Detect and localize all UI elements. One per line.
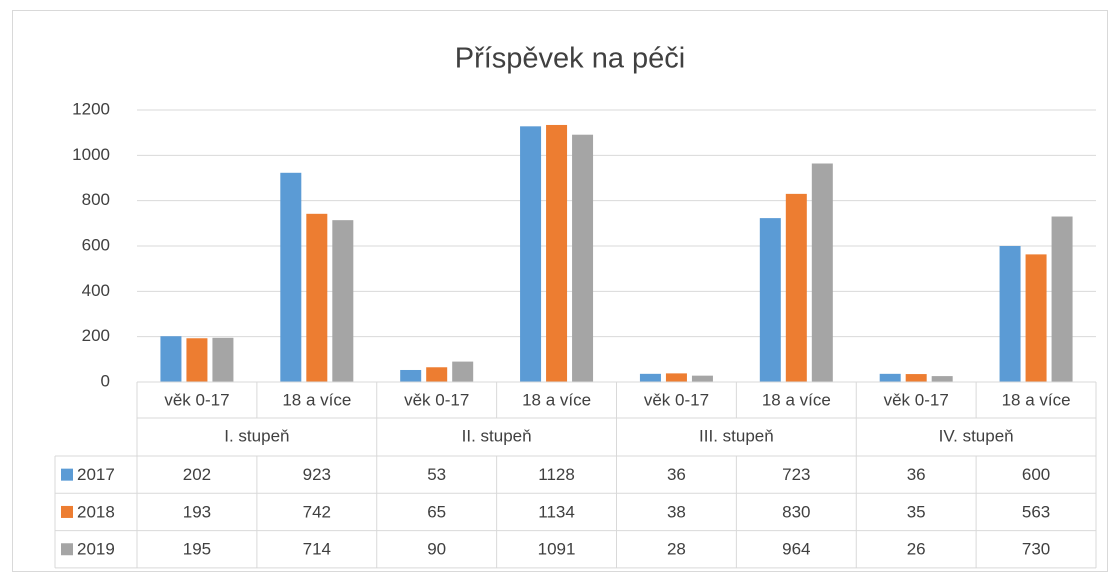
y-tick-label: 800 xyxy=(82,190,110,209)
bar xyxy=(520,126,542,382)
x-tick-label: věk 0-17 xyxy=(164,390,229,409)
bar xyxy=(306,213,328,382)
table-cell: 65 xyxy=(427,502,446,521)
table-cell: 26 xyxy=(907,540,926,559)
x-tick-label: věk 0-17 xyxy=(404,390,469,409)
table-cell: 714 xyxy=(303,540,331,559)
bar xyxy=(879,373,901,382)
table-cell: 193 xyxy=(183,502,211,521)
table-cell: 38 xyxy=(667,502,686,521)
table-cell: 202 xyxy=(183,465,211,484)
bar xyxy=(332,220,354,382)
y-tick-label: 1200 xyxy=(72,99,110,118)
x-tick-label: věk 0-17 xyxy=(644,390,709,409)
bar xyxy=(785,193,807,382)
bar xyxy=(546,124,568,383)
table-cell: 28 xyxy=(667,540,686,559)
y-tick-label: 200 xyxy=(82,326,110,345)
bar xyxy=(691,375,713,382)
legend-label: 2019 xyxy=(77,540,115,559)
y-tick-label: 0 xyxy=(101,371,110,390)
bar xyxy=(426,367,448,382)
table-cell: 730 xyxy=(1022,540,1050,559)
group-label: II. stupeň xyxy=(462,426,532,445)
table-cell: 1128 xyxy=(538,465,575,484)
x-tick-label: 18 a více xyxy=(522,390,591,409)
bar xyxy=(280,172,302,382)
group-label: III. stupeň xyxy=(699,426,774,445)
table-cell: 90 xyxy=(427,540,446,559)
bar xyxy=(905,374,927,382)
table-cell: 1091 xyxy=(538,540,576,559)
legend-key xyxy=(61,505,73,518)
table-cell: 35 xyxy=(907,502,926,521)
table-cell: 600 xyxy=(1022,465,1050,484)
bar xyxy=(186,338,208,382)
y-tick-label: 400 xyxy=(82,281,110,300)
legend-label: 2018 xyxy=(77,502,115,521)
table-cell: 723 xyxy=(782,465,810,484)
group-label: IV. stupeň xyxy=(939,426,1014,445)
bar xyxy=(572,134,594,382)
y-tick-label: 1000 xyxy=(72,145,110,164)
table-cell: 195 xyxy=(183,540,211,559)
x-tick-label: 18 a více xyxy=(1002,390,1071,409)
x-tick-label: věk 0-17 xyxy=(884,390,949,409)
group-label: I. stupeň xyxy=(224,426,289,445)
bar xyxy=(999,246,1021,382)
legend-key xyxy=(61,543,73,556)
chart-title: Příspěvek na péči xyxy=(455,43,686,75)
table-cell: 964 xyxy=(782,540,810,559)
bar xyxy=(1025,254,1047,382)
bar xyxy=(400,369,422,382)
table-cell: 742 xyxy=(303,502,331,521)
table-cell: 36 xyxy=(667,465,686,484)
x-tick-label: 18 a více xyxy=(762,390,831,409)
x-tick-label: 18 a více xyxy=(282,390,351,409)
table-cell: 830 xyxy=(782,502,810,521)
bar xyxy=(931,376,953,382)
legend-key xyxy=(61,468,73,481)
bar xyxy=(639,373,661,382)
table-cell: 1134 xyxy=(538,502,575,521)
bar xyxy=(1051,216,1073,382)
bar xyxy=(160,336,182,382)
table-cell: 53 xyxy=(427,465,446,484)
bar xyxy=(665,373,687,382)
y-tick-label: 600 xyxy=(82,235,110,254)
bar xyxy=(759,218,781,382)
table-cell: 36 xyxy=(907,465,926,484)
table-cell: 563 xyxy=(1022,502,1050,521)
bar xyxy=(452,361,474,382)
legend-label: 2017 xyxy=(77,465,115,484)
bar xyxy=(212,337,234,382)
bar xyxy=(811,163,833,382)
table-cell: 923 xyxy=(303,465,331,484)
